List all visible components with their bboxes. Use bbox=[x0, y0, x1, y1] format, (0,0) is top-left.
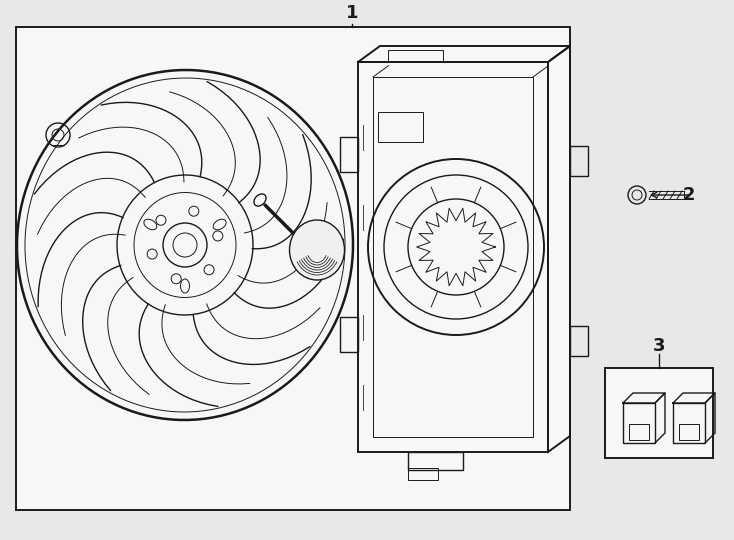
Text: 1: 1 bbox=[346, 4, 359, 23]
Bar bbox=[623, 403, 655, 443]
Bar bbox=[16, 27, 570, 510]
Bar bbox=[673, 403, 705, 443]
Ellipse shape bbox=[289, 220, 344, 280]
Bar bbox=[629, 424, 649, 440]
Bar bbox=[388, 50, 443, 62]
Bar bbox=[408, 468, 438, 480]
Bar bbox=[340, 317, 358, 352]
Bar bbox=[570, 146, 588, 176]
Text: 2: 2 bbox=[683, 186, 696, 204]
Bar bbox=[605, 368, 713, 458]
Bar bbox=[373, 77, 533, 437]
Bar bbox=[408, 452, 463, 470]
Text: 3: 3 bbox=[653, 337, 665, 355]
Bar bbox=[679, 424, 699, 440]
Bar bbox=[378, 112, 423, 142]
Bar bbox=[340, 137, 358, 172]
Bar bbox=[570, 326, 588, 356]
